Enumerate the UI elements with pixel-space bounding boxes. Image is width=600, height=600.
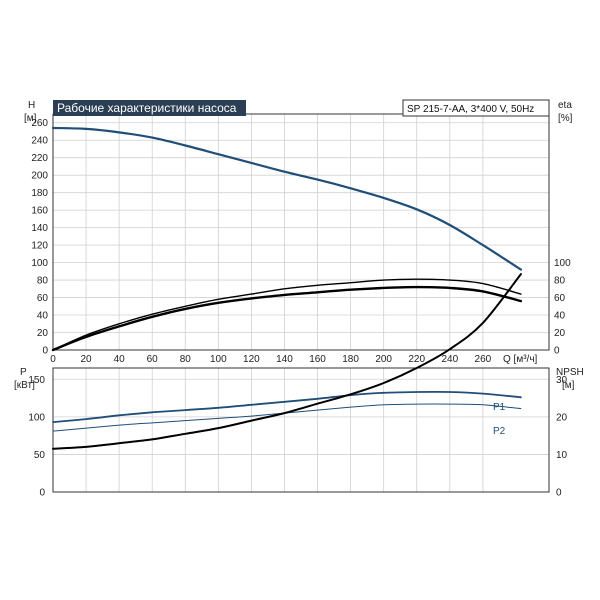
series-line-eta2 (51, 285, 523, 352)
eta-tick-label: 40 (554, 311, 566, 322)
head-tick-label: 100 (31, 258, 48, 269)
series-label-p2: P2 (493, 426, 506, 437)
head-axis-unit: [м] (24, 113, 37, 124)
eta-tick-label: 60 (554, 293, 566, 304)
eta-tick-label: 100 (554, 258, 571, 269)
eta-axis-unit: [%] (558, 113, 573, 124)
power-axis-label: P (20, 367, 27, 378)
flow-tick-label: 140 (276, 354, 293, 365)
power-ticks: 0 50 100 150 (28, 375, 45, 499)
power-axis-unit: [кВт] (14, 380, 35, 391)
head-axis-label: H (28, 100, 35, 111)
series-line-h (51, 126, 522, 271)
flow-tick-label: 260 (475, 354, 492, 365)
power-tick-label: 50 (34, 450, 46, 461)
head-ticks: 0 20 40 60 80 100 120 140 160 180 200 220 240 260 (31, 118, 48, 356)
npsh-tick-label: 10 (556, 450, 568, 461)
flow-tick-label: 60 (147, 354, 159, 365)
npsh-tick-label: 20 (556, 412, 568, 423)
flow-tick-label: 120 (243, 354, 260, 365)
flow-tick-label: 200 (375, 354, 392, 365)
flow-tick-label: 180 (342, 354, 359, 365)
flow-tick-label: 0 (50, 354, 56, 365)
model-label: SP 215-7-AA, 3*400 V, 50Hz (407, 104, 534, 115)
flow-tick-label: 40 (114, 354, 126, 365)
head-tick-label: 240 (31, 136, 48, 147)
npsh-axis-unit: [м] (562, 380, 575, 391)
head-series (51, 126, 523, 352)
head-tick-label: 160 (31, 206, 48, 217)
power-tick-label: 0 (39, 488, 45, 499)
head-tick-label: 120 (31, 241, 48, 252)
npsh-tick-label: 30 (556, 375, 568, 386)
head-tick-label: 60 (37, 293, 49, 304)
head-panel: Рабочие характеристики насоса SP 215-7-A… (24, 99, 573, 365)
series-line-p1 (52, 390, 522, 423)
head-tick-label: 0 (42, 346, 48, 357)
flow-tick-label: 220 (408, 354, 425, 365)
eta-tick-label: 0 (554, 346, 560, 357)
power-tick-label: 150 (28, 375, 45, 386)
flow-ticks: 0 20 40 60 80 100 120 140 160 180 200 220 240 260 (50, 354, 491, 365)
head-tick-label: 200 (31, 171, 48, 182)
power-grid (53, 368, 549, 492)
series-line-eta1 (52, 278, 522, 351)
flow-tick-label: 240 (441, 354, 458, 365)
flow-tick-label: 20 (81, 354, 93, 365)
head-tick-label: 220 (31, 153, 48, 164)
head-tick-label: 80 (37, 276, 49, 287)
head-tick-label: 40 (37, 311, 49, 322)
title-banner (53, 100, 246, 116)
npsh-tick-label: 0 (556, 488, 562, 499)
head-tick-label: 260 (31, 118, 48, 129)
eta-tick-label: 20 (554, 328, 566, 339)
flow-axis-label: Q [м³/ч] (503, 354, 538, 365)
head-tick-label: 140 (31, 223, 48, 234)
flow-tick-label: 160 (309, 354, 326, 365)
head-tick-label: 20 (37, 328, 49, 339)
series-line-npsh (52, 273, 522, 450)
eta-axis-label: eta (558, 100, 572, 111)
power-plot-frame (52, 367, 550, 493)
power-tick-label: 100 (28, 412, 45, 423)
power-panel: P [кВт] NPSH [м] 0 50 100 150 0 10 20 30 P1 P2 (14, 273, 584, 499)
flow-tick-label: 80 (180, 354, 192, 365)
npsh-axis-label: NPSH (556, 367, 584, 378)
power-series (52, 273, 522, 450)
series-label-p1: P1 (493, 402, 506, 413)
head-grid (53, 114, 549, 350)
model-box (402, 99, 550, 117)
flow-tick-label: 100 (210, 354, 227, 365)
eta-tick-label: 80 (554, 276, 566, 287)
eta-ticks: 0 20 40 60 80 100 (554, 258, 571, 356)
head-plot-frame (52, 113, 550, 351)
head-tick-label: 180 (31, 188, 48, 199)
chart-title: Рабочие характеристики насоса (57, 101, 237, 115)
npsh-ticks: 0 10 20 30 (556, 375, 568, 499)
